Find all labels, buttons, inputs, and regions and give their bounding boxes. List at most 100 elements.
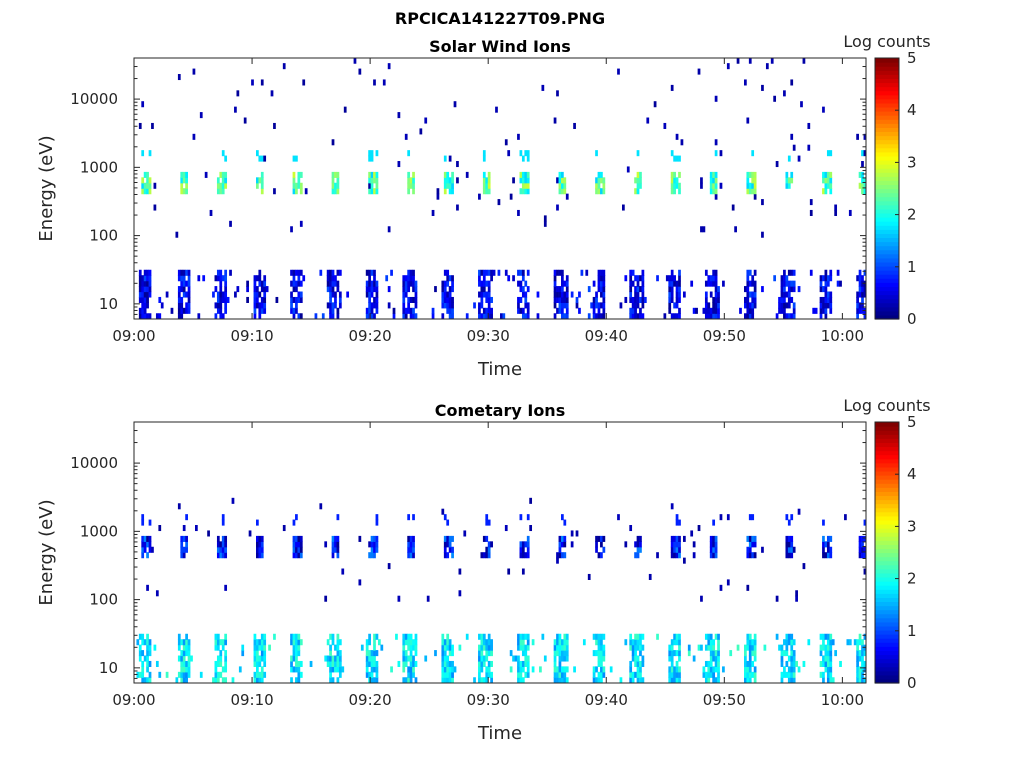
colorbar-step [875, 532, 899, 537]
heatmap-cell [787, 296, 791, 303]
heatmap-cell [507, 150, 511, 157]
heatmap-cell [256, 660, 259, 667]
heatmap-cell [282, 63, 286, 70]
heatmap-cell [258, 291, 262, 298]
heatmap-cell [414, 633, 418, 640]
heatmap-cell [329, 286, 332, 293]
heatmap-cell [678, 655, 681, 662]
heatmap-cell [822, 307, 825, 314]
axes-frame [133, 57, 867, 320]
heatmap-cell [765, 63, 769, 70]
heatmap-cell [409, 655, 413, 662]
heatmap-cell [573, 666, 576, 673]
heatmap-cell [241, 650, 245, 657]
heatmap-cell [524, 291, 528, 298]
heatmap-cell [482, 182, 486, 189]
heatmap-cell [336, 639, 340, 646]
heatmap-cell [517, 296, 520, 303]
heatmap-cell [746, 188, 750, 195]
heatmap-cell [761, 546, 764, 553]
heatmap-cell [370, 302, 374, 309]
heatmap-cell [309, 660, 313, 667]
heatmap-cell [553, 655, 557, 662]
colorbar-frame [874, 421, 900, 684]
heatmap-cell [797, 666, 801, 673]
heatmap-cell [561, 313, 564, 320]
x-tick-label: 09:00 [112, 327, 155, 345]
heatmap-cell [517, 655, 520, 662]
heatmap-cell [412, 307, 415, 314]
heatmap-cell [409, 552, 413, 559]
heatmap-cell [863, 182, 867, 189]
heatmap-cell [368, 313, 371, 320]
heatmap-cell [482, 535, 486, 542]
heatmap-cell [631, 655, 635, 662]
colorbar-step [875, 462, 899, 468]
heatmap-cell [717, 666, 720, 673]
heatmap-cell [624, 296, 628, 303]
heatmap-cell [819, 650, 823, 657]
heatmap-cell [653, 101, 657, 108]
heatmap-cell [856, 291, 859, 298]
heatmap-cell [258, 155, 262, 162]
heatmap-cell [697, 68, 701, 75]
heatmap-cell [397, 112, 401, 119]
heatmap-cell [829, 650, 833, 657]
heatmap-cell [336, 286, 340, 293]
heatmap-cell [521, 660, 525, 667]
heatmap-cell [856, 296, 859, 303]
x-tick-label: 10:00 [821, 691, 864, 709]
heatmap-cell [746, 644, 750, 651]
heatmap-cell [524, 188, 528, 195]
heatmap-cell [856, 650, 859, 657]
heatmap-cell [563, 182, 567, 189]
heatmap-cell [446, 269, 450, 276]
heatmap-cell [507, 275, 511, 282]
heatmap-cell [260, 307, 264, 314]
heatmap-cell [856, 660, 859, 667]
heatmap-cell [709, 291, 713, 298]
heatmap-cell [375, 671, 379, 678]
heatmap-cell [748, 552, 752, 559]
heatmap-cell [143, 639, 147, 646]
heatmap-cell [204, 171, 208, 178]
heatmap-cell [443, 546, 447, 553]
heatmap-cell [780, 275, 784, 282]
heatmap-cell [858, 671, 862, 678]
heatmap-cell [536, 291, 540, 298]
heatmap-cell [531, 666, 535, 673]
heatmap-cell [143, 302, 147, 309]
heatmap-cell [478, 644, 481, 651]
heatmap-cell [182, 660, 186, 667]
heatmap-cell [726, 514, 730, 521]
heatmap-cell [785, 514, 789, 521]
heatmap-cell [329, 633, 332, 640]
heatmap-cell [263, 155, 267, 162]
heatmap-cell [836, 269, 840, 276]
heatmap-cell [141, 177, 145, 184]
heatmap-cell [290, 666, 293, 673]
colorbar-step [875, 552, 899, 558]
heatmap-cell [182, 666, 186, 673]
heatmap-cell [138, 671, 142, 678]
heatmap-cell [485, 671, 489, 678]
heatmap-cell [295, 307, 298, 314]
heatmap-cell [177, 307, 181, 314]
heatmap-cell [819, 286, 823, 293]
heatmap-cell [717, 307, 720, 314]
heatmap-cell [221, 291, 225, 298]
heatmap-cell [326, 660, 330, 667]
heatmap-cell [707, 677, 711, 684]
colorbar-step [875, 458, 899, 464]
colorbar-step [875, 58, 899, 63]
colorbar-step [875, 131, 899, 137]
heatmap-cell [485, 552, 489, 559]
heatmap-cell [597, 275, 601, 282]
heatmap-cell [863, 633, 867, 640]
figure-title: RPCICA141227T09.PNG [395, 9, 605, 28]
heatmap-cell [216, 535, 220, 542]
heatmap-cell [451, 296, 454, 303]
heatmap-cell [802, 660, 806, 667]
heatmap-cell [790, 633, 794, 640]
heatmap-cell [858, 275, 862, 282]
